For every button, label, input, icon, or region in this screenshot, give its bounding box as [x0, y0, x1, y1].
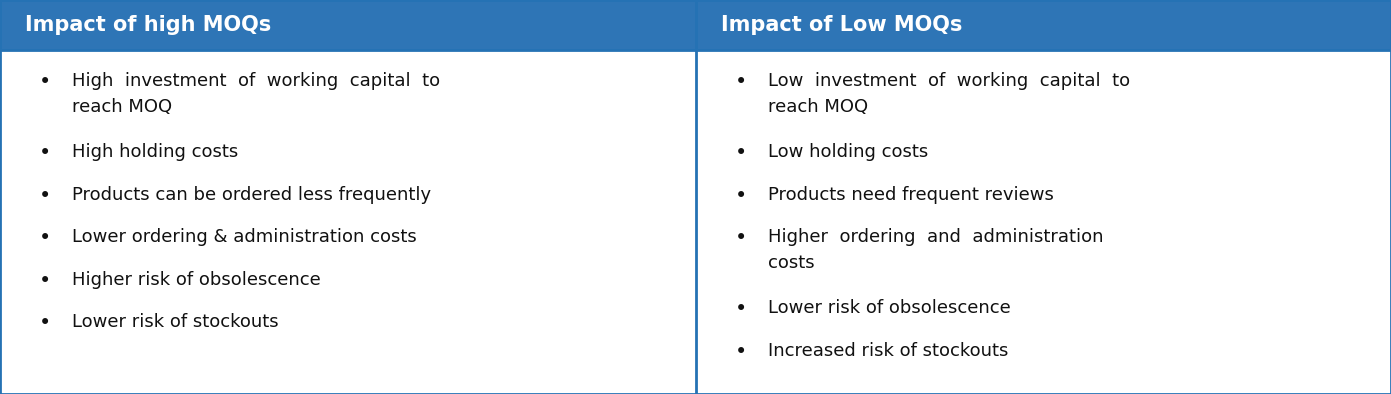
Text: Higher risk of obsolescence: Higher risk of obsolescence [72, 271, 321, 289]
Text: •: • [39, 313, 51, 333]
Text: •: • [39, 271, 51, 291]
Text: High holding costs: High holding costs [72, 143, 239, 161]
Text: •: • [734, 228, 747, 248]
Text: Lower ordering & administration costs: Lower ordering & administration costs [72, 228, 417, 246]
Text: •: • [39, 143, 51, 163]
Bar [0, 0, 696, 50]
Text: Impact of high MOQs: Impact of high MOQs [25, 15, 271, 35]
Text: •: • [734, 72, 747, 92]
Text: Impact of Low MOQs: Impact of Low MOQs [721, 15, 963, 35]
Text: Increased risk of stockouts: Increased risk of stockouts [768, 342, 1008, 360]
Text: •: • [734, 186, 747, 206]
Bar [0, 50, 1391, 394]
Text: Low  investment  of  working  capital  to
reach MOQ: Low investment of working capital to rea… [768, 72, 1129, 116]
Text: Products can be ordered less frequently: Products can be ordered less frequently [72, 186, 431, 204]
Text: Lower risk of obsolescence: Lower risk of obsolescence [768, 299, 1011, 317]
Text: •: • [39, 228, 51, 248]
Text: Higher  ordering  and  administration
costs: Higher ordering and administration costs [768, 228, 1103, 272]
Text: •: • [734, 143, 747, 163]
Text: High  investment  of  working  capital  to
reach MOQ: High investment of working capital to re… [72, 72, 441, 116]
Text: Products need frequent reviews: Products need frequent reviews [768, 186, 1054, 204]
Text: •: • [734, 299, 747, 319]
Text: •: • [39, 72, 51, 92]
Bar [696, 0, 1391, 50]
Text: Lower risk of stockouts: Lower risk of stockouts [72, 313, 280, 331]
Text: •: • [734, 342, 747, 362]
Text: Low holding costs: Low holding costs [768, 143, 928, 161]
Text: •: • [39, 186, 51, 206]
